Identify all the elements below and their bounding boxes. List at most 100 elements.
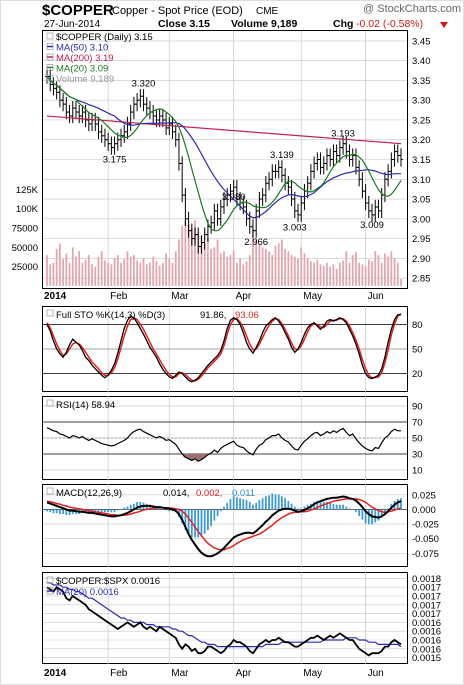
macd-histogram-bar xyxy=(213,509,216,521)
macd-histogram-bar xyxy=(197,509,200,538)
volume-bar xyxy=(197,231,200,286)
ratio-legend-entry: $COPPER:$SPX 0.0016 xyxy=(56,576,160,587)
macd-histogram-bar xyxy=(335,504,338,510)
macd-histogram-bar xyxy=(68,509,71,516)
macd-histogram-bar xyxy=(46,509,48,512)
volume-bar xyxy=(322,265,325,286)
price-tick-label: 3.00 xyxy=(412,214,431,225)
macd-histogram-bar xyxy=(277,494,280,510)
macd-histogram-bar xyxy=(239,498,241,510)
macd-histogram-bar xyxy=(216,509,219,516)
macd-histogram-bar xyxy=(242,499,245,510)
volume-bar xyxy=(396,262,399,286)
volume-bar xyxy=(342,260,344,286)
volume-bar xyxy=(358,262,361,286)
volume-bar xyxy=(194,220,196,286)
volume-bar xyxy=(168,258,171,286)
volume-bar xyxy=(223,251,225,286)
volume-bar xyxy=(268,251,270,286)
macd-tick-label: -0.050 xyxy=(412,534,439,545)
volume-bar xyxy=(235,262,238,286)
price-tick-label: 3.40 xyxy=(412,56,431,67)
volume-bar xyxy=(110,264,113,286)
volume-bar xyxy=(203,243,206,286)
axis-labels: 2.85 2.90 2.95 3.00 3.05 3.10 3.15 3.20 3.25 3.30… xyxy=(12,36,441,664)
macd-histogram-bar xyxy=(329,502,332,510)
macd-histogram-bar xyxy=(396,499,399,510)
volume-bar xyxy=(274,245,277,286)
price-bar xyxy=(399,148,403,167)
volume-bar xyxy=(384,253,386,286)
volume-bar xyxy=(232,250,235,286)
month-label: Apr xyxy=(236,668,252,679)
legend-swatch xyxy=(46,576,54,584)
macd-histogram-bar xyxy=(287,500,290,510)
macd-histogram-bar xyxy=(364,509,367,524)
macd-histogram-bar xyxy=(326,501,328,510)
rsi-panel-frame xyxy=(42,396,408,480)
volume-bar xyxy=(400,278,402,286)
volume-bar xyxy=(213,247,216,286)
macd-histogram-bar xyxy=(400,498,402,510)
down-arrow-icon xyxy=(440,22,448,28)
sto-tick-label: 20 xyxy=(412,369,423,380)
macd-histogram-bar xyxy=(136,501,138,510)
volume-bar xyxy=(287,251,290,286)
volume-bar xyxy=(293,256,296,286)
volume-bar xyxy=(55,248,58,286)
month-label: Mar xyxy=(171,291,189,302)
price-tick-label: 3.35 xyxy=(412,76,431,87)
macd-histogram-bar xyxy=(229,499,232,510)
ma200-line xyxy=(46,115,402,145)
macd-histogram-bar xyxy=(116,509,119,511)
macd-histogram-bar xyxy=(100,509,103,513)
header-chg-value: -0.02 (-0.58%) xyxy=(356,18,423,30)
volume-bar xyxy=(71,247,74,286)
volume-bar xyxy=(345,251,348,286)
macd-histogram-bar xyxy=(113,509,116,513)
macd-histogram-bar xyxy=(52,509,55,514)
month-label: Mar xyxy=(171,668,189,679)
macd-histogram-bar xyxy=(123,507,126,510)
macd-histogram-bar xyxy=(97,509,100,513)
macd-histogram-bar xyxy=(194,509,196,538)
price-tick-label: 2.85 xyxy=(412,274,431,285)
macd-histogram-bar xyxy=(200,509,203,537)
legend-swatch xyxy=(46,399,54,407)
volume-bar xyxy=(377,255,380,286)
ratio-ma-line xyxy=(47,582,402,648)
macd-histogram-bar xyxy=(313,501,315,510)
volume-bar xyxy=(219,253,222,286)
volume-bar xyxy=(284,248,287,286)
volume-bar xyxy=(380,262,383,286)
volume-bar xyxy=(310,261,312,286)
volume-bar xyxy=(271,255,274,286)
macd-histogram-bar xyxy=(232,496,235,510)
volume-bar xyxy=(364,265,367,286)
macd-histogram-bar xyxy=(338,504,341,510)
volume-bar xyxy=(81,262,84,286)
month-label: May xyxy=(303,668,322,679)
volume-bar xyxy=(139,262,142,286)
macd-histogram-bar xyxy=(158,508,161,510)
macd-histogram-bar xyxy=(129,504,132,510)
macd-histogram-bar xyxy=(290,503,293,510)
macd-histogram-bar xyxy=(387,508,390,510)
ratio-tick-label: 0.0015 xyxy=(412,653,441,664)
price-annotation: 3.320 xyxy=(132,78,156,89)
month-label: Feb xyxy=(110,668,128,679)
volume-bar xyxy=(49,264,52,286)
macd-histogram-bar xyxy=(358,509,361,516)
rsi-tick-label: 70 xyxy=(412,418,423,429)
moving-averages xyxy=(46,76,402,232)
price-annotation: 3.080 xyxy=(222,192,246,203)
volume-bar xyxy=(361,264,364,286)
sto-legend-entry: 93.06 xyxy=(235,310,259,321)
volume-bar xyxy=(255,239,258,286)
macd-signal-line xyxy=(46,498,402,551)
macd-histogram-bar xyxy=(264,496,267,510)
volume-bar xyxy=(133,255,135,286)
macd-panel-frame xyxy=(42,484,408,567)
